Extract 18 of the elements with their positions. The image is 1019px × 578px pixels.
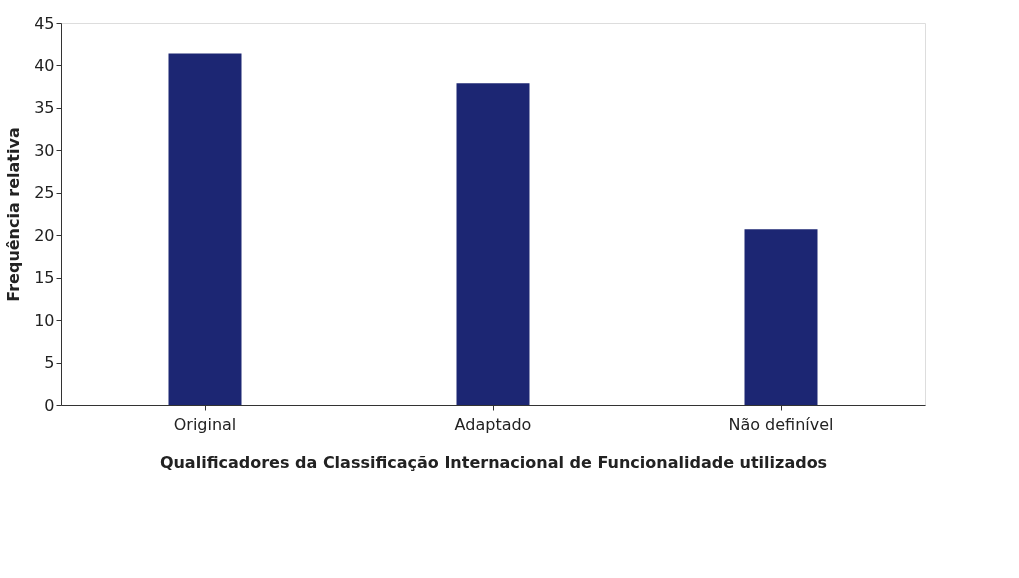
y-tick-label: 10 [34, 310, 55, 330]
y-axis-title: Frequência relativa [4, 127, 24, 302]
y-tick-label: 25 [34, 183, 55, 203]
bar [168, 53, 242, 405]
y-tick-label: 35 [34, 98, 55, 118]
y-tick-label: 30 [34, 140, 55, 160]
x-tick-label: Não definível [728, 414, 834, 434]
y-tick-label: 5 [44, 353, 55, 373]
bar [744, 229, 818, 405]
y-tick-label: 20 [34, 225, 55, 245]
x-axis-title: Qualificadores da Classificação Internacional de Funcionalidade utilizados [159, 452, 828, 472]
bar [456, 83, 530, 405]
y-tick-label: 40 [34, 55, 55, 75]
x-tick-label: Original [173, 414, 237, 434]
x-tick-label: Adaptado [454, 414, 532, 434]
y-tick-label: 45 [34, 13, 55, 33]
y-tick-label: 15 [34, 268, 55, 288]
y-tick-label: 0 [44, 395, 55, 415]
